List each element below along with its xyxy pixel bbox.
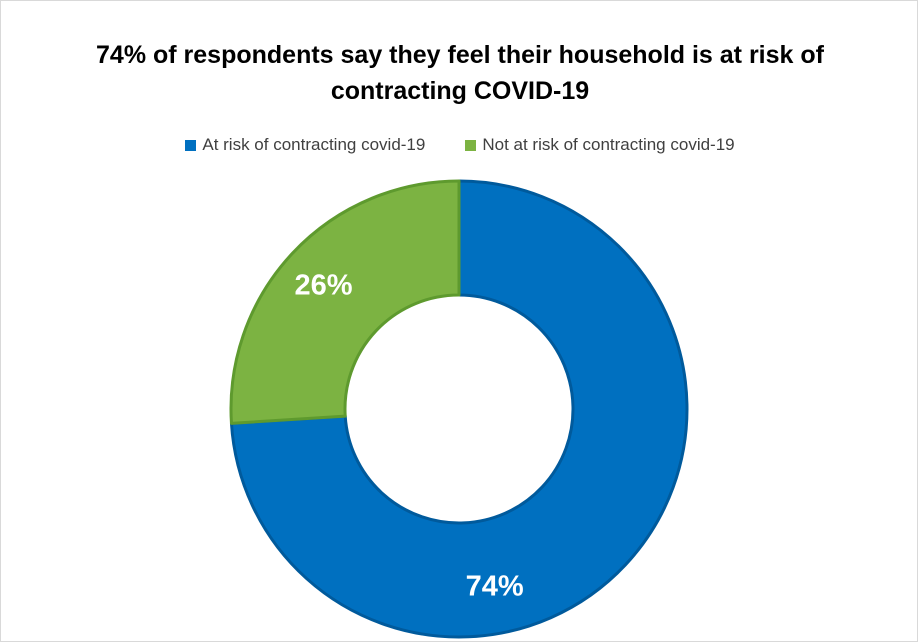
chart-title: 74% of respondents say they feel their h… [1,37,918,109]
legend-label-at-risk: At risk of contracting covid-19 [202,135,426,154]
legend-swatch-at-risk [185,139,197,151]
chart-title-line-1: 74% of respondents say they feel their h… [96,41,824,69]
chart-legend: At risk of contracting covid-19 Not at r… [1,135,918,155]
donut-slice-not-at-risk [229,179,461,425]
legend-label-not-at-risk: Not at risk of contracting covid-19 [482,135,735,154]
legend-swatch-not-at-risk [465,139,477,151]
donut-slice-at-risk [229,179,689,639]
legend-item-not-at-risk: Not at risk of contracting covid-19 [465,135,735,155]
legend-item-at-risk: At risk of contracting covid-19 [185,135,425,155]
data-label-at-risk: 74% [466,571,524,603]
data-label-not-at-risk: 26% [295,269,353,301]
chart-title-line-2: contracting COVID-19 [330,77,590,105]
